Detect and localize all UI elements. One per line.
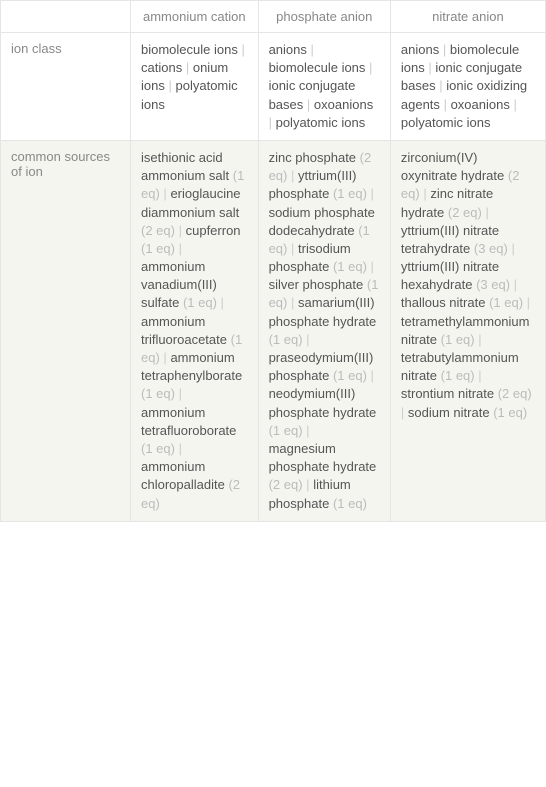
item-text: polyatomic ions [276,115,366,130]
item-eq: (3 eq) [474,241,508,256]
row-label: ion class [1,33,131,141]
item-eq: (1 eq) [141,241,175,256]
item-eq: (1 eq) [493,405,527,420]
item-text: anions [401,42,439,57]
header-nitrate: nitrate anion [390,1,545,33]
table-cell: isethionic acid ammonium salt (1 eq) | e… [131,140,259,521]
header-phosphate: phosphate anion [258,1,390,33]
table-cell: anions | biomolecule ions | ionic conjug… [258,33,390,141]
item-eq: (1 eq) [141,386,175,401]
item-eq: (2 eq) [269,477,303,492]
item-text: sodium nitrate [408,405,490,420]
item-text: isethionic acid ammonium salt [141,150,229,183]
table-cell: biomolecule ions | cations | onium ions … [131,33,259,141]
item-text: thallous nitrate [401,295,486,310]
item-text: neodymium(III) phosphate hydrate [269,386,377,419]
table-header-row: ammonium cation phosphate anion nitrate … [1,1,546,33]
table-cell: zinc phosphate (2 eq) | yttrium(III) pho… [258,140,390,521]
item-eq: (2 eq) [141,223,175,238]
table-cell: anions | biomolecule ions | ionic conjug… [390,33,545,141]
item-text: anions [269,42,307,57]
item-eq: (1 eq) [183,295,217,310]
item-eq: (1 eq) [441,368,475,383]
item-eq: (3 eq) [476,277,510,292]
item-text: ammonium tetrafluoroborate [141,405,236,438]
ion-comparison-table: ammonium cation phosphate anion nitrate … [0,0,546,522]
item-eq: (2 eq) [498,386,532,401]
item-text: cupferron [186,223,241,238]
item-text: cations [141,60,182,75]
item-eq: (1 eq) [489,295,523,310]
item-eq: (1 eq) [333,496,367,511]
item-eq: (1 eq) [269,332,303,347]
header-ammonium: ammonium cation [131,1,259,33]
item-text: strontium nitrate [401,386,494,401]
item-text: biomolecule ions [269,60,366,75]
item-eq: (2 eq) [448,205,482,220]
header-empty [1,1,131,33]
item-text: ammonium trifluoroacetate [141,314,227,347]
item-text: zirconium(IV) oxynitrate hydrate [401,150,504,183]
item-text: silver phosphate [269,277,364,292]
item-text: oxoanions [314,97,373,112]
row-label: common sources of ion [1,140,131,521]
item-text: magnesium phosphate hydrate [269,441,377,474]
item-text: zinc phosphate [269,150,356,165]
table-row: ion classbiomolecule ions | cations | on… [1,33,546,141]
item-text: polyatomic ions [401,115,491,130]
table-row: common sources of ionisethionic acid amm… [1,140,546,521]
item-text: ammonium chloropalladite [141,459,225,492]
item-text: oxoanions [451,97,510,112]
table-cell: zirconium(IV) oxynitrate hydrate (2 eq) … [390,140,545,521]
item-eq: (1 eq) [333,186,367,201]
item-eq: (1 eq) [269,423,303,438]
item-eq: (1 eq) [141,441,175,456]
item-eq: (1 eq) [333,368,367,383]
item-text: biomolecule ions [141,42,238,57]
item-eq: (1 eq) [441,332,475,347]
item-eq: (1 eq) [333,259,367,274]
